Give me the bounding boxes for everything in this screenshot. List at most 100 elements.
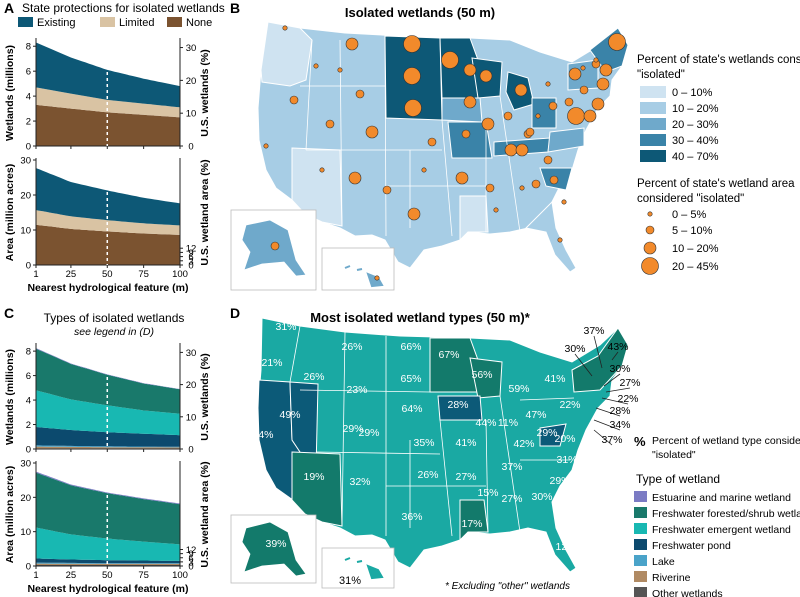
y2-tick-label: 0 (188, 562, 193, 573)
y2-tick-label: 30 (186, 43, 197, 54)
callout-percent-label: 37% (583, 325, 604, 337)
state-isolated-area-dot (365, 125, 379, 139)
legend-b-bin-label: 0 – 10% (672, 87, 713, 99)
state-isolated-percent-label: 42% (513, 438, 534, 450)
legend-b-bin-label: 20 – 30% (672, 119, 719, 131)
area-none (36, 104, 180, 146)
state-isolated-area-dot (403, 67, 421, 85)
state-isolated-percent-label: 29% (342, 423, 363, 435)
state-isolated-area-dot (337, 67, 343, 73)
state-isolated-percent-label: 29% (358, 427, 379, 439)
legend-b-dot-label: 5 – 10% (672, 225, 713, 237)
map-d-labels: 31% 26% 66% 67% 21% 26% 65% 56% 59% 41% 23% 64% 49% 2… (252, 321, 580, 553)
y2-tick-label: 3 (188, 557, 193, 568)
y-tick-label: 4 (26, 396, 31, 407)
y2-axis-title: U.S. wetland area (%) (199, 159, 211, 265)
map-d-alaska (241, 521, 307, 577)
y-tick-label: 2 (26, 420, 31, 431)
area-lake (36, 445, 180, 448)
map-b-virginia (547, 127, 585, 153)
state-isolated-area-dot (282, 25, 288, 31)
legend-b-bin-label: 30 – 40% (672, 135, 719, 147)
state-isolated-percent-label: 65% (400, 373, 421, 385)
y2-tick-label: 12 (186, 545, 197, 556)
y-axis-title: Wetlands (millions) (4, 349, 16, 445)
panel-b-letter: B (230, 0, 240, 16)
x-tick-label: 25 (66, 570, 77, 581)
map-d-callouts: 37% 30% 43% 30% 27% 22%28% 34% 37% (564, 325, 640, 446)
y-axis-title: Area (million acres) (4, 466, 16, 563)
x-tick-label: 75 (138, 269, 149, 280)
map-b-dots (263, 25, 626, 281)
callout-percent-label: 27% (619, 377, 640, 389)
state-isolated-area-dot (567, 107, 585, 125)
map-b-missouri (447, 121, 493, 159)
callout-percent-label: 37% (601, 434, 622, 446)
state-isolated-area-dot (463, 63, 477, 77)
state-isolated-percent-label: 67% (438, 349, 459, 361)
legend-b-bins: 0 – 10% 10 – 20% 20 – 30% 30 – 40% 40 – 70% (640, 86, 719, 163)
legend-b-dot-marker (645, 225, 655, 235)
legend-b-bin-swatch (640, 150, 666, 162)
legend-b-bin-swatch (640, 102, 666, 114)
y2-tick-label: 30 (186, 348, 197, 359)
state-isolated-area-dot (289, 95, 299, 105)
x-tick-label: 100 (172, 570, 188, 581)
state-isolated-area-dot (519, 185, 525, 191)
map-b-newyork (567, 59, 599, 91)
legend-b-dot-title: Percent of state's wetland area consider… (637, 178, 798, 205)
panel-c: C Types of isolated wetlands see legend … (4, 305, 211, 595)
state-isolated-percent-label: 12% (555, 541, 576, 553)
state-isolated-area-dot (599, 63, 613, 77)
legend-b-bin-swatch (640, 118, 666, 130)
y2-axis-title: U.S. wetlands (%) (199, 353, 211, 441)
state-isolated-area-dot (479, 69, 493, 83)
y2-tick-label: 10 (186, 412, 197, 423)
map-d-hawaii-label: 31% (339, 575, 361, 587)
state-isolated-percent-label: 64% (401, 403, 422, 415)
legend-d-types: Estuarine and marine wetland Freshwater f… (634, 491, 800, 597)
legend-swatch-limited (100, 17, 115, 27)
y-axis-title: Wetlands (millions) (4, 45, 16, 141)
state-isolated-percent-label: 26% (417, 469, 438, 481)
state-isolated-percent-label: 11% (498, 417, 518, 429)
area-existing (36, 168, 180, 226)
state-isolated-area-dot (404, 99, 422, 117)
callout-leader-line (611, 351, 619, 361)
x-tick-label: 100 (172, 269, 188, 280)
state-isolated-area-dot (580, 65, 586, 71)
legend-d-type-swatch (634, 555, 647, 566)
state-isolated-area-dot (345, 37, 359, 51)
y2-tick-label: 9 (188, 248, 193, 259)
state-isolated-area-dot (263, 143, 269, 149)
state-isolated-percent-label: 66% (400, 341, 421, 353)
legend-d-type-swatch (634, 491, 647, 502)
legend-b-dot-marker (641, 257, 659, 275)
panel-c-subtitle: see legend in (D) (74, 326, 154, 338)
state-isolated-area-dot (548, 101, 558, 111)
x-tick-label: 25 (66, 269, 77, 280)
state-isolated-area-dot (441, 51, 459, 69)
map-d-minnesota (429, 337, 479, 393)
legend-b-fill-title: Percent of state's wetlands considered "… (637, 54, 800, 81)
map-d-hawaii-inset (321, 547, 395, 589)
panel-a-letter: A (4, 0, 14, 16)
legend-d-type-label: Freshwater forested/shrub wetland (652, 508, 800, 520)
state-isolated-area-dot (455, 171, 469, 185)
state-isolated-area-dot (355, 89, 365, 99)
legend-swatch-existing (18, 17, 33, 27)
state-isolated-area-dot (374, 275, 380, 281)
legend-b-bin-swatch (640, 134, 666, 146)
state-isolated-area-dot (525, 127, 535, 137)
map-d-usa (257, 317, 629, 573)
state-isolated-area-dot (463, 95, 477, 109)
callout-leader-line (593, 335, 603, 369)
state-isolated-percent-label: 27% (455, 471, 476, 483)
state-isolated-percent-label: 26% (303, 371, 324, 383)
map-d-iowa (437, 395, 483, 421)
legend-d-type-label: Freshwater emergent wetland (652, 524, 791, 536)
legend-d-type-swatch (634, 523, 647, 534)
state-isolated-area-dot (348, 171, 362, 185)
state-isolated-area-dot (313, 63, 319, 69)
